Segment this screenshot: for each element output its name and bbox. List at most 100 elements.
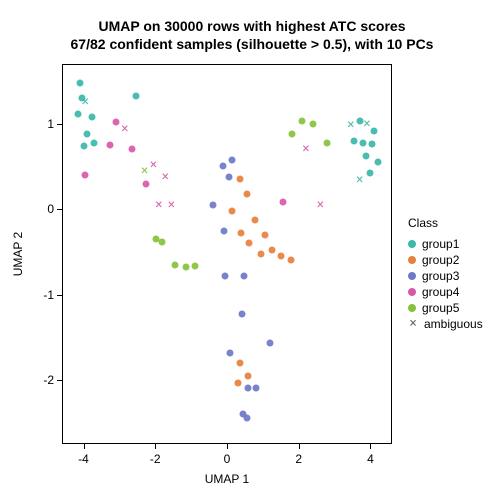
x-tick-label: 0 xyxy=(224,452,231,466)
scatter-dot xyxy=(238,230,245,237)
chart-title-line1: UMAP on 30000 rows with highest ATC scor… xyxy=(0,18,504,34)
x-tick xyxy=(299,444,300,449)
legend-swatch-icon xyxy=(408,288,416,296)
scatter-cross: × xyxy=(347,119,355,132)
scatter-cross: × xyxy=(363,117,371,130)
scatter-dot xyxy=(209,201,216,208)
scatter-dot xyxy=(226,349,233,356)
scatter-dot xyxy=(299,118,306,125)
legend-item: group5 xyxy=(408,300,483,316)
scatter-dot xyxy=(258,250,265,257)
scatter-dot xyxy=(244,385,251,392)
scatter-dot xyxy=(82,172,89,179)
scatter-dot xyxy=(287,257,294,264)
scatter-dot xyxy=(243,415,250,422)
legend-label: group3 xyxy=(422,269,459,283)
scatter-cross: × xyxy=(81,96,89,109)
scatter-dot xyxy=(239,311,246,318)
scatter-dot xyxy=(251,217,258,224)
umap-scatter-chart: UMAP on 30000 rows with highest ATC scor… xyxy=(0,0,504,504)
scatter-dot xyxy=(112,119,119,126)
scatter-dot xyxy=(107,142,114,149)
scatter-dot xyxy=(277,253,284,260)
scatter-dot xyxy=(91,139,98,146)
legend-swatch-icon xyxy=(408,240,416,248)
scatter-dot xyxy=(279,199,286,206)
scatter-dot xyxy=(171,261,178,268)
scatter-dot xyxy=(363,153,370,160)
scatter-dot xyxy=(159,238,166,245)
legend-swatch-icon xyxy=(408,256,416,264)
scatter-dot xyxy=(243,190,250,197)
y-tick-label: 0 xyxy=(26,202,54,216)
y-tick-label: -1 xyxy=(26,288,54,302)
legend-item: group2 xyxy=(408,252,483,268)
legend-item: group1 xyxy=(408,236,483,252)
scatter-dot xyxy=(371,127,378,134)
x-tick xyxy=(227,444,228,449)
y-tick xyxy=(57,295,62,296)
legend-swatch-icon xyxy=(408,304,416,312)
x-tick xyxy=(370,444,371,449)
scatter-cross: × xyxy=(161,170,169,183)
legend-label: ambiguous xyxy=(424,317,483,331)
x-tick-label: -4 xyxy=(78,452,89,466)
scatter-dot xyxy=(252,385,259,392)
x-axis-title: UMAP 1 xyxy=(205,472,249,486)
scatter-dot xyxy=(236,359,243,366)
legend-title: Class xyxy=(408,216,483,230)
legend-label: group5 xyxy=(422,301,459,315)
scatter-cross: × xyxy=(302,143,310,156)
scatter-dot xyxy=(225,173,232,180)
scatter-dot xyxy=(241,272,248,279)
scatter-cross: × xyxy=(356,174,364,187)
scatter-dot xyxy=(267,340,274,347)
scatter-dot xyxy=(221,227,228,234)
legend-label: group2 xyxy=(422,253,459,267)
scatter-dot xyxy=(75,110,82,117)
y-tick xyxy=(57,209,62,210)
chart-title-line2: 67/82 confident samples (silhouette > 0.… xyxy=(0,36,504,52)
scatter-dot xyxy=(351,137,358,144)
scatter-cross: × xyxy=(141,164,149,177)
y-axis-title: UMAP 2 xyxy=(11,232,25,276)
legend-item: group3 xyxy=(408,268,483,284)
scatter-dot xyxy=(360,139,367,146)
y-tick-label: -2 xyxy=(26,373,54,387)
scatter-cross: × xyxy=(121,122,129,135)
legend-label: group1 xyxy=(422,237,459,251)
scatter-dot xyxy=(374,159,381,166)
scatter-dot xyxy=(324,139,331,146)
scatter-dot xyxy=(229,157,236,164)
scatter-dot xyxy=(234,379,241,386)
scatter-dot xyxy=(261,231,268,238)
scatter-dot xyxy=(191,262,198,269)
scatter-cross: × xyxy=(155,198,163,211)
scatter-dot xyxy=(132,93,139,100)
scatter-cross: × xyxy=(316,198,324,211)
x-tick xyxy=(84,444,85,449)
scatter-dot xyxy=(229,207,236,214)
y-tick-label: 1 xyxy=(26,117,54,131)
legend-label: group4 xyxy=(422,285,459,299)
scatter-dot xyxy=(367,170,374,177)
legend-item: × ambiguous xyxy=(408,316,483,332)
scatter-cross: × xyxy=(167,198,175,211)
scatter-cross: × xyxy=(150,158,158,171)
legend-item: group4 xyxy=(408,284,483,300)
legend: Class group1 group2 group3 group4 group5 × amb… xyxy=(408,216,483,332)
y-tick xyxy=(57,124,62,125)
scatter-dot xyxy=(76,79,83,86)
legend-swatch-icon xyxy=(408,272,416,280)
x-tick-label: 4 xyxy=(367,452,374,466)
scatter-dot xyxy=(128,146,135,153)
scatter-dot xyxy=(246,240,253,247)
scatter-dot xyxy=(80,142,87,149)
y-tick xyxy=(57,380,62,381)
scatter-dot xyxy=(182,264,189,271)
scatter-dot xyxy=(84,131,91,138)
scatter-dot xyxy=(222,272,229,279)
scatter-dot xyxy=(288,131,295,138)
legend-cross-icon: × xyxy=(408,320,418,328)
scatter-dot xyxy=(369,141,376,148)
